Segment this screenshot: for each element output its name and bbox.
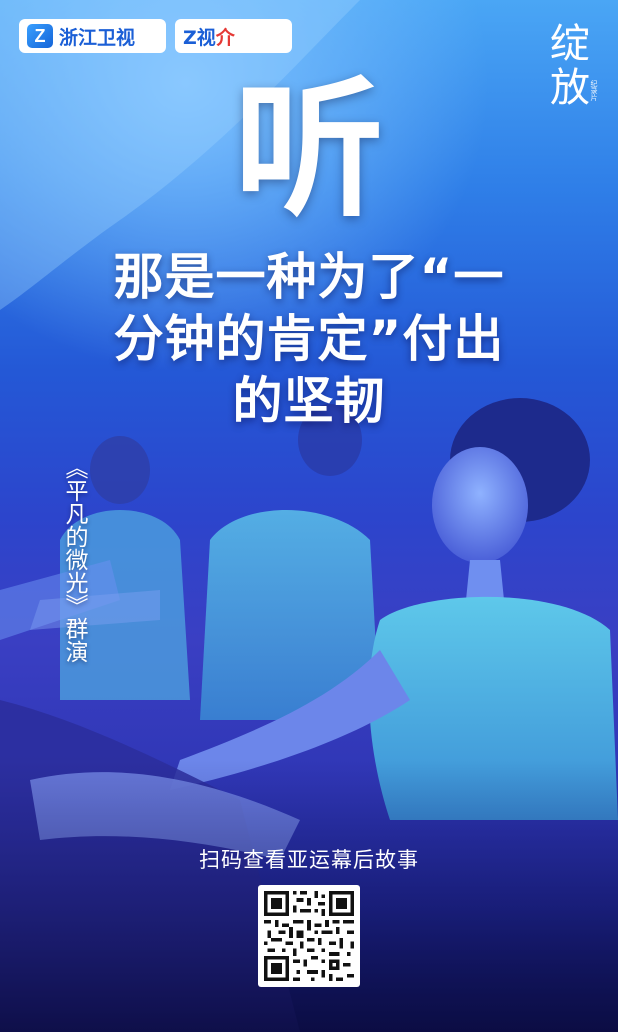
headline-line-3: 的坚韧: [232, 372, 386, 430]
brand-title-top: 绽: [550, 21, 590, 67]
brand-subtitle: 纪录片: [590, 80, 598, 101]
photo-caption: 《平凡的微光》群演: [61, 456, 87, 663]
big-character: 听: [233, 62, 384, 238]
channel-logo-icon: Z: [27, 24, 53, 48]
headline: 那是一种为了“一 分钟的肯定”付出 的坚韧: [0, 246, 618, 432]
app-name-accent: 介: [215, 26, 235, 49]
app-name-main: Z视: [183, 26, 216, 49]
channel-logo: Z 浙江卫视: [19, 19, 166, 53]
scan-prompt: 扫码查看亚运幕后故事: [199, 848, 419, 872]
app-logo: Z视介: [175, 19, 292, 53]
qr-code-icon[interactable]: [258, 885, 360, 987]
headline-line-2: 分钟的肯定”付出: [113, 310, 505, 368]
headline-line-1: 那是一种为了“一: [113, 248, 505, 306]
channel-name: 浙江卫视: [59, 26, 136, 49]
brand-title-bottom: 放: [550, 65, 590, 111]
documentary-title-mark: 绽 放 纪录片: [544, 21, 598, 114]
app-name: Z视介: [183, 23, 235, 50]
